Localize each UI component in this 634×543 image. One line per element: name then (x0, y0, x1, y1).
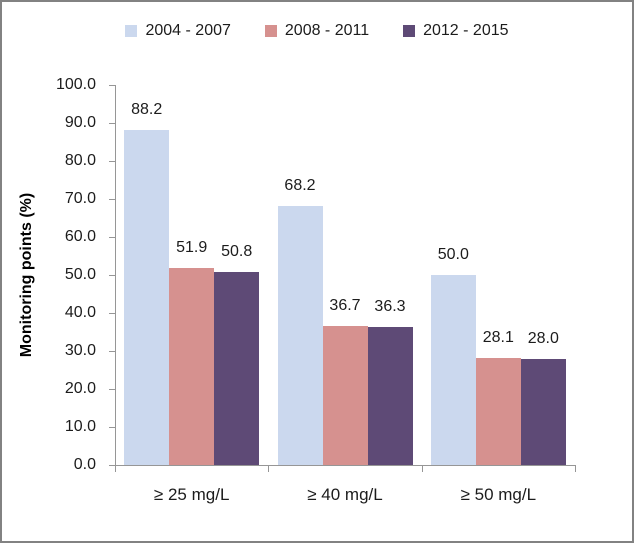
y-tick (109, 275, 115, 276)
y-tick (109, 161, 115, 162)
category-label: ≥ 50 mg/L (460, 485, 537, 504)
y-tick (109, 237, 115, 238)
category-label: ≥ 40 mg/L (307, 485, 383, 504)
bar (367, 327, 413, 465)
bar (124, 129, 170, 465)
y-tick-label: 90.0 (64, 114, 96, 131)
bar-value-label: 68.2 (284, 176, 316, 194)
y-tick-label: 40.0 (64, 304, 96, 321)
legend-item: 2012 - 2015 (403, 22, 509, 40)
bar-value-label: 28.0 (527, 329, 559, 347)
bar-value-label: 28.1 (482, 329, 514, 347)
y-tick (109, 351, 115, 352)
y-tick (109, 85, 115, 86)
bar-value-label: 36.3 (374, 298, 406, 316)
y-tick-label: 50.0 (64, 266, 96, 283)
bar (520, 358, 566, 465)
legend-swatch-icon (403, 25, 416, 37)
category-tick (575, 466, 576, 472)
legend-swatch-icon (264, 25, 277, 37)
y-tick (109, 123, 115, 124)
y-tick-label: 10.0 (64, 418, 96, 435)
y-tick (109, 313, 115, 314)
y-tick (109, 389, 115, 390)
legend-item: 2008 - 2011 (264, 22, 370, 40)
legend-label: 2004 - 2007 (145, 22, 231, 39)
category-tick (268, 466, 270, 472)
bar (475, 358, 521, 465)
y-tick-label: 0.0 (73, 456, 96, 473)
y-tick-label: 60.0 (64, 228, 96, 245)
y-tick-label: 30.0 (64, 342, 96, 359)
y-tick-label: 20.0 (64, 380, 96, 397)
bar (277, 205, 323, 465)
legend-swatch-icon (125, 25, 138, 37)
legend-label: 2012 - 2015 (423, 22, 509, 39)
y-tick-label: 70.0 (64, 190, 96, 207)
y-tick-label: 100.0 (55, 76, 96, 93)
bar-value-label: 88.2 (131, 100, 163, 118)
bar-value-label: 50.8 (221, 242, 253, 260)
y-tick (109, 199, 115, 200)
legend-item: 2004 - 2007 (125, 22, 231, 40)
x-axis-line (115, 465, 576, 466)
bar (214, 271, 260, 465)
bar-value-label: 51.9 (176, 238, 208, 256)
category-label: ≥ 25 mg/L (153, 485, 230, 504)
bar (430, 275, 476, 465)
y-tick (109, 465, 115, 466)
legend-label: 2008 - 2011 (284, 22, 370, 39)
y-tick (109, 427, 115, 428)
category-tick (115, 466, 116, 472)
category-tick (421, 466, 423, 472)
bar (322, 325, 368, 465)
y-tick-label: 80.0 (64, 152, 96, 169)
bar-value-label: 50.0 (437, 246, 469, 263)
legend: 2004 - 2007 2008 - 2011 2012 - 2015 (2, 22, 632, 40)
bar (169, 267, 215, 465)
y-axis-line (115, 85, 116, 466)
bar-value-label: 36.7 (329, 296, 361, 314)
